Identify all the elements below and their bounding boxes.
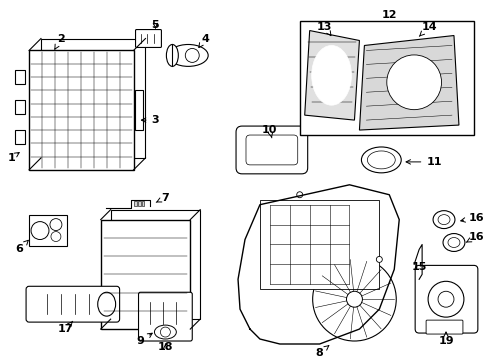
Text: 15: 15 <box>410 262 426 273</box>
FancyBboxPatch shape <box>137 201 140 206</box>
Ellipse shape <box>154 325 176 339</box>
Ellipse shape <box>447 238 459 247</box>
Circle shape <box>296 192 302 198</box>
Circle shape <box>437 291 453 307</box>
FancyBboxPatch shape <box>135 30 161 48</box>
Text: 7: 7 <box>156 193 169 203</box>
Text: 5: 5 <box>151 19 159 30</box>
FancyBboxPatch shape <box>299 21 473 135</box>
FancyBboxPatch shape <box>425 320 462 334</box>
Text: 16: 16 <box>465 231 484 242</box>
FancyBboxPatch shape <box>236 126 307 174</box>
Ellipse shape <box>386 55 441 110</box>
Text: 8: 8 <box>315 346 328 358</box>
FancyBboxPatch shape <box>15 130 25 144</box>
Circle shape <box>427 281 463 317</box>
FancyBboxPatch shape <box>138 292 192 341</box>
Ellipse shape <box>437 215 449 225</box>
Polygon shape <box>304 31 359 120</box>
Circle shape <box>51 231 61 242</box>
Circle shape <box>346 291 362 307</box>
Circle shape <box>50 219 62 230</box>
FancyBboxPatch shape <box>414 265 477 333</box>
Text: 13: 13 <box>316 22 332 36</box>
FancyBboxPatch shape <box>15 70 25 84</box>
Polygon shape <box>110 210 200 319</box>
Circle shape <box>31 222 49 239</box>
Text: 17: 17 <box>58 321 74 334</box>
Text: 16: 16 <box>460 213 484 222</box>
Circle shape <box>185 49 199 62</box>
FancyBboxPatch shape <box>260 200 379 289</box>
Text: 2: 2 <box>55 33 64 49</box>
Ellipse shape <box>432 211 454 229</box>
Text: 4: 4 <box>199 33 209 48</box>
Polygon shape <box>101 220 190 329</box>
Circle shape <box>160 327 170 337</box>
Text: 10: 10 <box>262 125 277 138</box>
FancyBboxPatch shape <box>29 215 67 247</box>
Ellipse shape <box>366 151 394 169</box>
Ellipse shape <box>166 45 178 66</box>
FancyBboxPatch shape <box>141 201 144 206</box>
Text: 3: 3 <box>141 115 159 125</box>
Ellipse shape <box>98 292 115 316</box>
Polygon shape <box>359 36 458 130</box>
Ellipse shape <box>442 234 464 251</box>
Ellipse shape <box>361 147 401 173</box>
Text: 9: 9 <box>136 333 152 346</box>
FancyBboxPatch shape <box>245 135 297 165</box>
Ellipse shape <box>168 45 208 66</box>
FancyBboxPatch shape <box>26 286 120 322</box>
Circle shape <box>376 256 382 262</box>
FancyBboxPatch shape <box>134 90 142 130</box>
Text: 1: 1 <box>7 153 19 163</box>
Text: 11: 11 <box>405 157 441 167</box>
Text: 19: 19 <box>437 332 453 346</box>
Circle shape <box>312 257 395 341</box>
Text: 14: 14 <box>419 22 436 36</box>
Polygon shape <box>29 50 133 170</box>
FancyBboxPatch shape <box>15 100 25 114</box>
Polygon shape <box>41 39 145 158</box>
Text: 18: 18 <box>157 342 173 352</box>
FancyBboxPatch shape <box>133 201 136 206</box>
Ellipse shape <box>311 45 351 105</box>
Text: 6: 6 <box>15 240 28 255</box>
Text: 12: 12 <box>381 10 396 20</box>
